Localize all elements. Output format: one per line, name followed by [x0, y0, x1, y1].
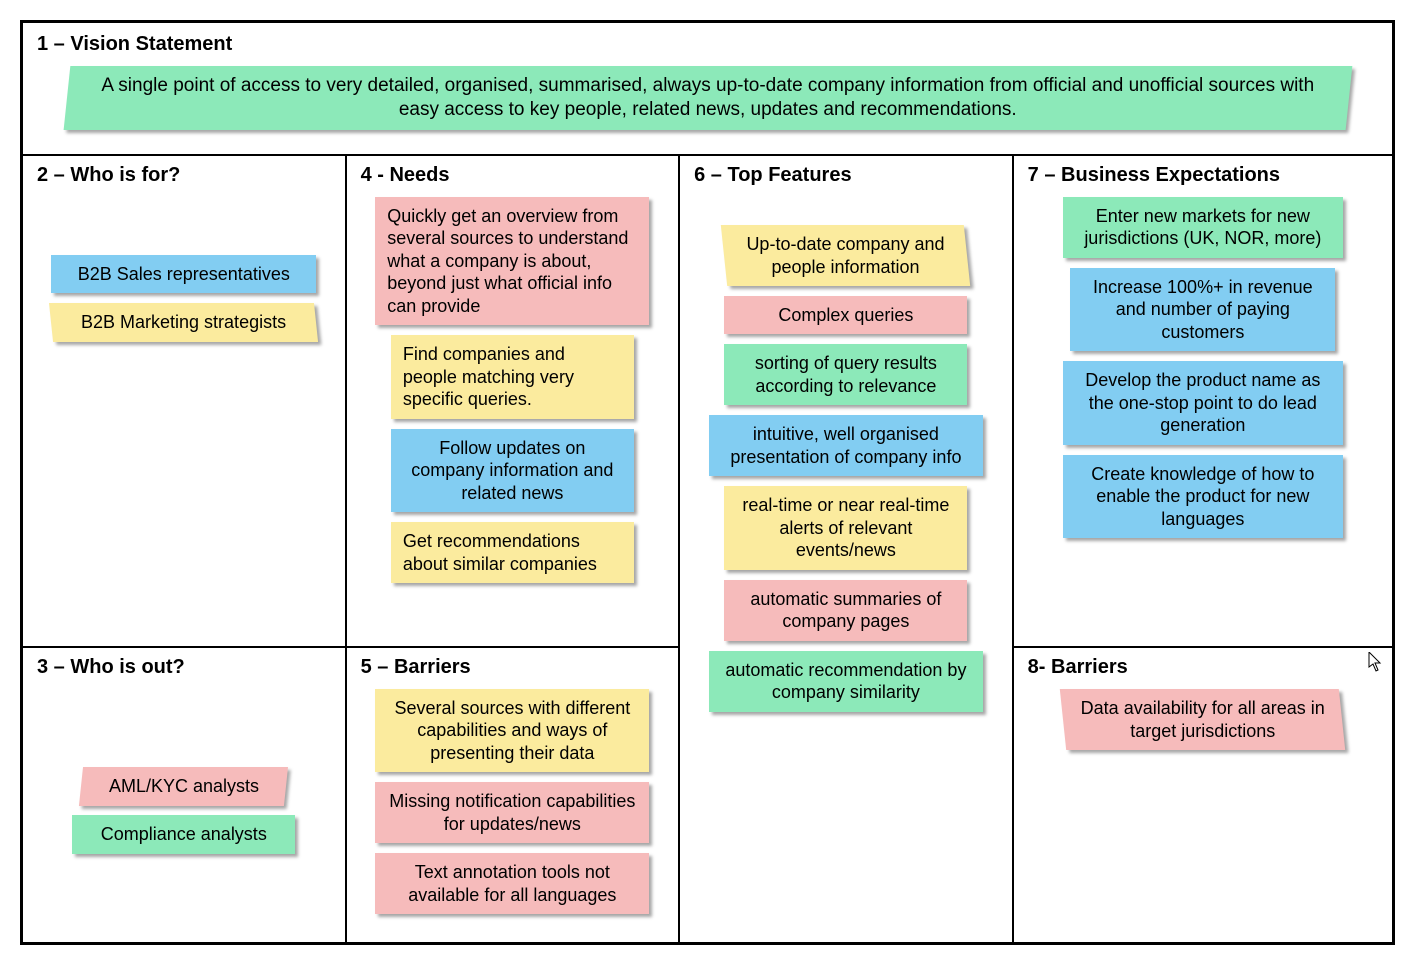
- sticky-note: Missing notification capabilities for up…: [375, 782, 649, 843]
- note-list-expectations: Enter new markets for new jurisdictions …: [1024, 197, 1382, 539]
- note-text: Create knowledge of how to enable the pr…: [1091, 464, 1314, 529]
- note-text: AML/KYC analysts: [109, 775, 259, 798]
- note-text: Find companies and people matching very …: [403, 344, 574, 409]
- section-vision: 1 – Vision Statement A single point of a…: [23, 23, 1392, 156]
- sticky-note: Text annotation tools not available for …: [375, 853, 649, 914]
- sticky-note: automatic summaries of company pages: [724, 580, 967, 641]
- column-3: 6 – Top Features Up-to-date company and …: [680, 156, 1014, 943]
- section-features: 6 – Top Features Up-to-date company and …: [680, 156, 1012, 926]
- section-who-out: 3 – Who is out? AML/KYC analysts Complian…: [23, 646, 345, 926]
- sticky-note: Find companies and people matching very …: [391, 335, 634, 419]
- note-text: B2B Sales representatives: [78, 264, 290, 284]
- note-text: Compliance analysts: [101, 824, 267, 844]
- vision-note: A single point of access to very detaile…: [63, 66, 1351, 130]
- note-list-needs: Quickly get an overview from several sou…: [357, 197, 669, 584]
- note-text: Enter new markets for new jurisdictions …: [1084, 206, 1321, 249]
- sticky-note: intuitive, well organised presentation o…: [709, 415, 983, 476]
- sticky-note: real-time or near real-time alerts of re…: [724, 486, 967, 570]
- note-text: Text annotation tools not available for …: [408, 862, 616, 905]
- sticky-note: AML/KYC analysts: [79, 767, 288, 806]
- section-title-barriers-5: 5 – Barriers: [361, 656, 669, 679]
- section-barriers-5: 5 – Barriers Several sources with differ…: [347, 646, 679, 943]
- note-text: Increase 100%+ in revenue and number of …: [1093, 277, 1313, 342]
- sticky-note: B2B Sales representatives: [51, 255, 316, 294]
- note-text: Develop the product name as the one-stop…: [1085, 370, 1320, 435]
- section-title-who-out: 3 – Who is out?: [37, 656, 335, 679]
- vision-board: 1 – Vision Statement A single point of a…: [20, 20, 1395, 945]
- note-text: sorting of query results according to re…: [755, 353, 937, 396]
- note-text: Several sources with different capabilit…: [394, 698, 630, 763]
- note-text: Follow updates on company information an…: [411, 438, 613, 503]
- sticky-note: Compliance analysts: [72, 815, 295, 854]
- sticky-note: Create knowledge of how to enable the pr…: [1063, 455, 1342, 539]
- note-text: A single point of access to very detaile…: [79, 74, 1337, 122]
- section-title-vision: 1 – Vision Statement: [37, 33, 1382, 56]
- column-4: 7 – Business Expectations Enter new mark…: [1014, 156, 1392, 943]
- sticky-note: automatic recommendation by company simi…: [709, 651, 983, 712]
- section-barriers-8: 8- Barriers Data availability for all ar…: [1014, 646, 1392, 926]
- note-text: Data availability for all areas in targe…: [1075, 697, 1330, 742]
- sticky-note: Increase 100%+ in revenue and number of …: [1070, 268, 1335, 352]
- note-text: B2B Marketing strategists: [81, 311, 286, 334]
- note-text: Quickly get an overview from several sou…: [387, 206, 628, 316]
- grid-row: 2 – Who is for? B2B Sales representative…: [23, 156, 1392, 943]
- sticky-note: sorting of query results according to re…: [724, 344, 967, 405]
- note-text: real-time or near real-time alerts of re…: [742, 495, 949, 560]
- note-text: automatic recommendation by company simi…: [725, 660, 966, 703]
- sticky-note: Follow updates on company information an…: [391, 429, 634, 513]
- cursor-icon: [1368, 652, 1384, 672]
- column-1: 2 – Who is for? B2B Sales representative…: [23, 156, 347, 943]
- note-text: Up-to-date company and people informatio…: [736, 233, 955, 278]
- sticky-note: Get recommendations about similar compan…: [391, 522, 634, 583]
- section-expectations: 7 – Business Expectations Enter new mark…: [1014, 156, 1392, 646]
- note-text: Missing notification capabilities for up…: [389, 791, 635, 834]
- sticky-note: B2B Marketing strategists: [49, 303, 318, 342]
- sticky-note: Up-to-date company and people informatio…: [721, 225, 970, 286]
- note-text: automatic summaries of company pages: [750, 589, 941, 632]
- note-list-barriers-8: Data availability for all areas in targe…: [1024, 689, 1382, 750]
- section-title-expectations: 7 – Business Expectations: [1028, 164, 1382, 187]
- note-list-barriers-5: Several sources with different capabilit…: [357, 689, 669, 915]
- note-list-who-out: AML/KYC analysts Compliance analysts: [33, 767, 335, 854]
- sticky-note: Develop the product name as the one-stop…: [1063, 361, 1342, 445]
- column-2: 4 - Needs Quickly get an overview from s…: [347, 156, 681, 943]
- note-text: intuitive, well organised presentation o…: [730, 424, 961, 467]
- section-title-needs: 4 - Needs: [361, 164, 669, 187]
- section-title-who-for: 2 – Who is for?: [37, 164, 335, 187]
- sticky-note: Enter new markets for new jurisdictions …: [1063, 197, 1342, 258]
- section-title-barriers-8: 8- Barriers: [1028, 656, 1382, 679]
- section-needs: 4 - Needs Quickly get an overview from s…: [347, 156, 679, 646]
- section-who-for: 2 – Who is for? B2B Sales representative…: [23, 156, 345, 646]
- note-text: Complex queries: [778, 305, 913, 325]
- note-text: Get recommendations about similar compan…: [403, 531, 597, 574]
- sticky-note: Several sources with different capabilit…: [375, 689, 649, 773]
- note-list-features: Up-to-date company and people informatio…: [690, 225, 1002, 712]
- sticky-note: Data availability for all areas in targe…: [1060, 689, 1346, 750]
- sticky-note: Complex queries: [724, 296, 967, 335]
- sticky-note: Quickly get an overview from several sou…: [375, 197, 649, 326]
- note-list-who-for: B2B Sales representatives B2B Marketing s…: [33, 255, 335, 342]
- section-title-features: 6 – Top Features: [694, 164, 1002, 187]
